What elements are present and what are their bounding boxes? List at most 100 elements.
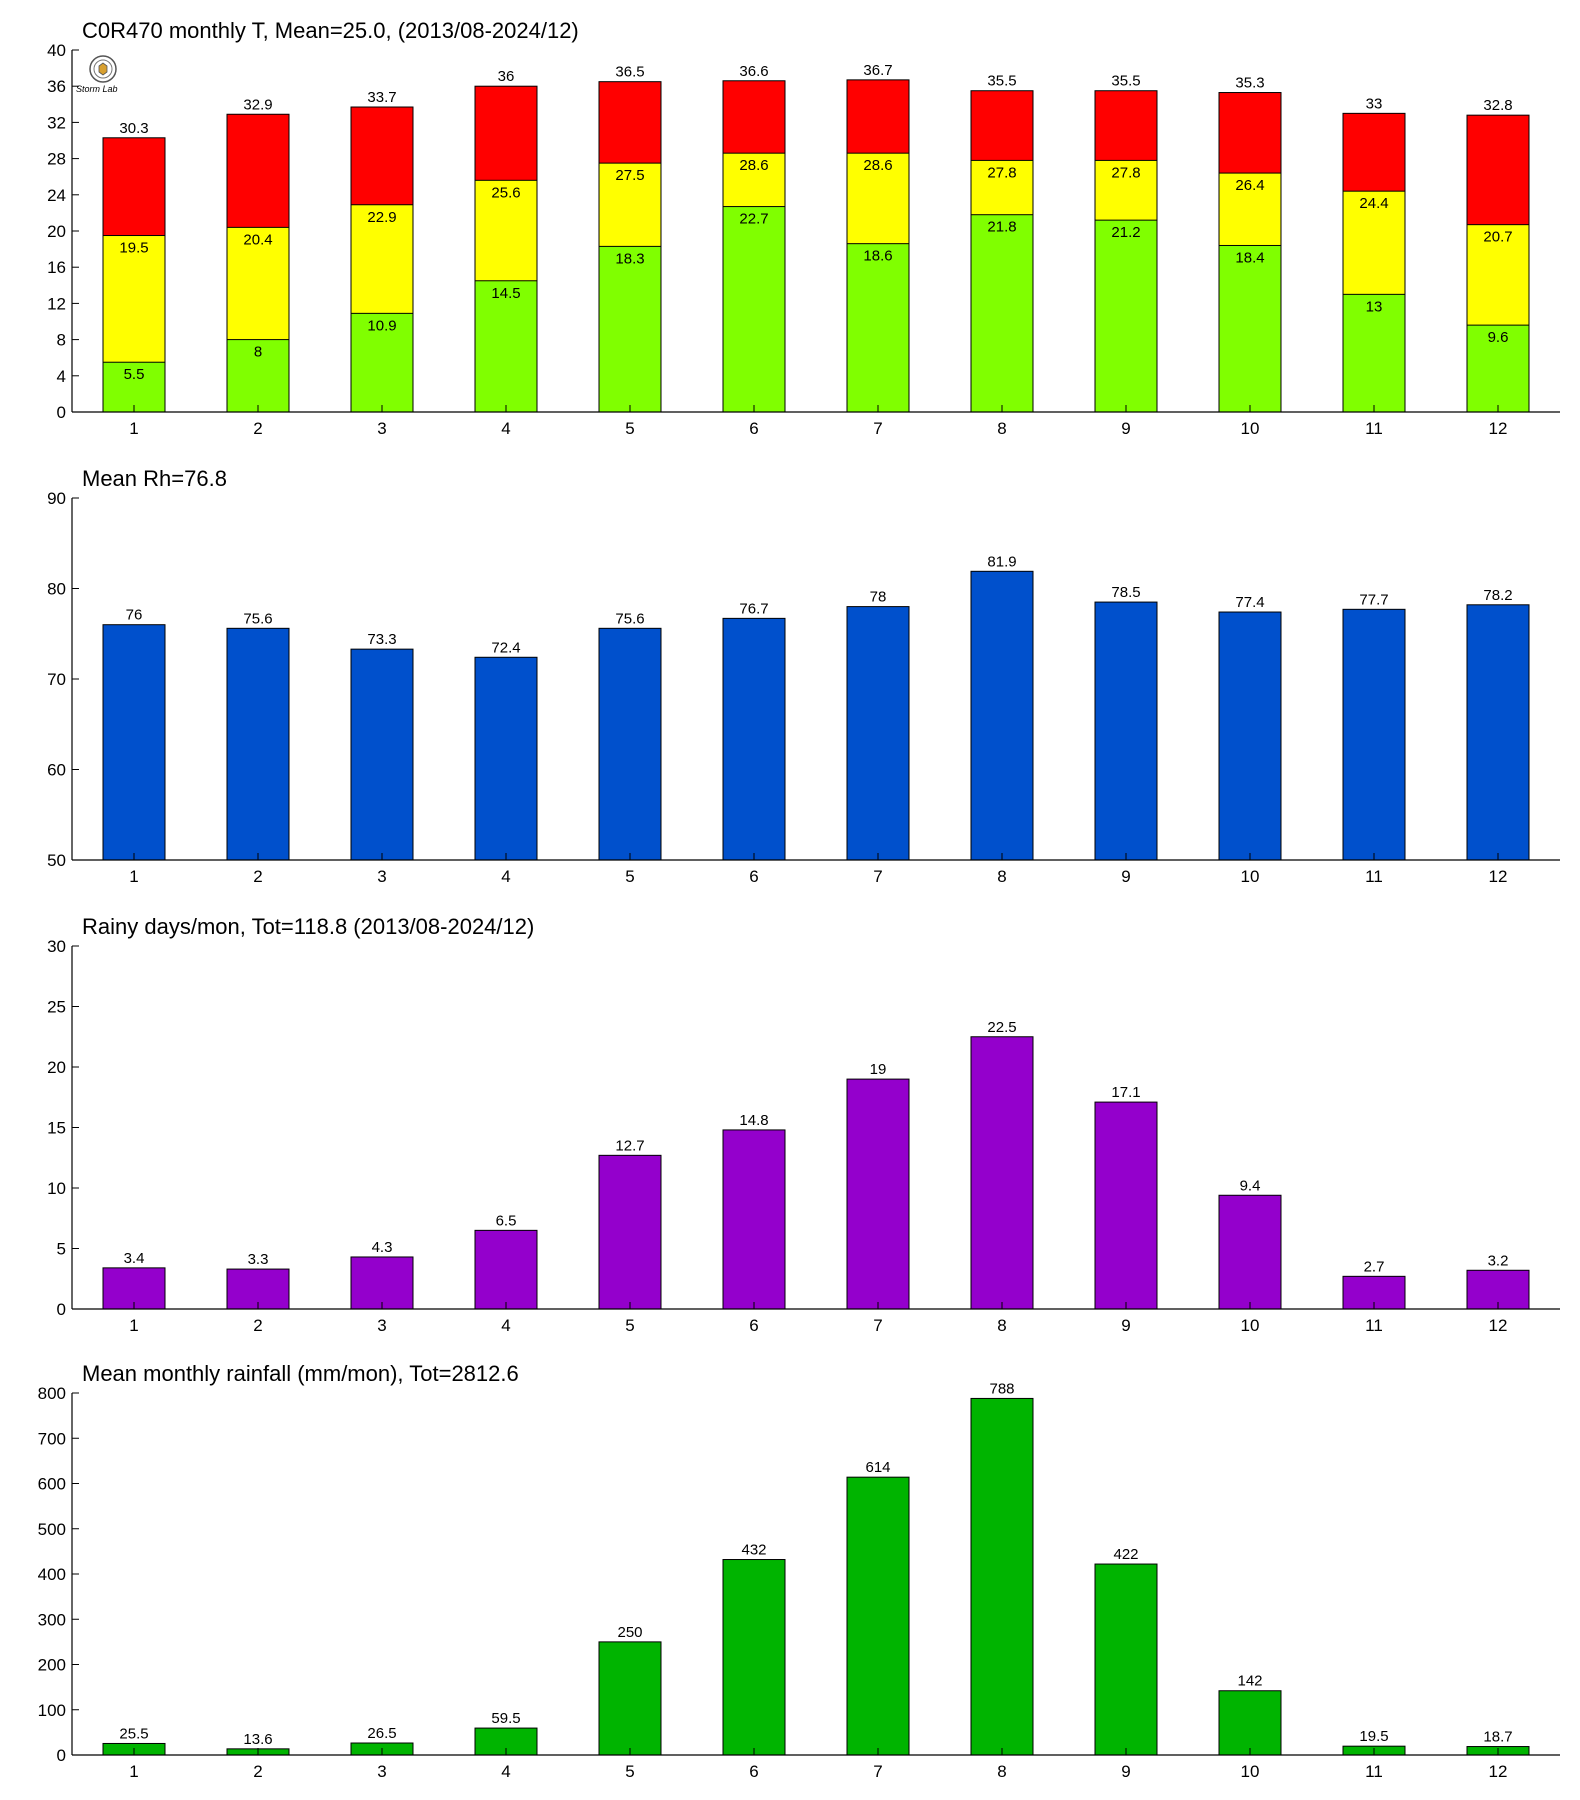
bar xyxy=(1466,604,1530,861)
y-tick-label: 15 xyxy=(47,1119,66,1138)
data-label: 35.5 xyxy=(1111,73,1140,90)
data-label: 25.6 xyxy=(491,184,520,201)
data-label: 13.6 xyxy=(243,1731,272,1748)
data-label: 18.6 xyxy=(863,248,892,265)
bar xyxy=(970,570,1034,861)
y-tick-label: 25 xyxy=(47,998,66,1017)
panel-title: Rainy days/mon, Tot=118.8 (2013/08-2024/… xyxy=(82,914,534,939)
y-tick-label: 8 xyxy=(57,331,66,350)
bar xyxy=(1094,601,1158,861)
y-tick-label: 500 xyxy=(38,1520,66,1539)
data-label: 78.2 xyxy=(1483,587,1512,604)
data-label: 432 xyxy=(741,1542,766,1559)
data-label: 19.5 xyxy=(1359,1728,1388,1745)
data-label: 32.9 xyxy=(243,96,272,113)
data-label: 9.6 xyxy=(1488,329,1509,346)
data-label: 21.2 xyxy=(1111,224,1140,241)
x-tick-label: 3 xyxy=(377,419,386,438)
panel-title: Mean monthly rainfall (mm/mon), Tot=2812… xyxy=(82,1361,519,1386)
bar xyxy=(846,1078,910,1310)
x-tick-label: 1 xyxy=(129,1762,138,1781)
data-label: 30.3 xyxy=(119,120,148,137)
data-label: 20.4 xyxy=(243,231,272,248)
data-label: 77.7 xyxy=(1359,591,1388,608)
y-tick-label: 5 xyxy=(57,1240,66,1259)
y-tick-label: 800 xyxy=(38,1384,66,1403)
x-tick-label: 2 xyxy=(253,419,262,438)
y-tick-label: 400 xyxy=(38,1565,66,1584)
y-tick-label: 90 xyxy=(47,489,66,508)
bar xyxy=(722,1559,786,1756)
x-tick-label: 6 xyxy=(749,867,758,886)
data-label: 75.6 xyxy=(243,610,272,627)
data-label: 18.7 xyxy=(1483,1729,1512,1746)
data-label: 28.6 xyxy=(739,157,768,174)
bar xyxy=(474,656,538,861)
data-label: 3.2 xyxy=(1488,1252,1509,1269)
bar xyxy=(474,1229,538,1310)
x-tick-label: 12 xyxy=(1489,867,1508,886)
data-label: 8 xyxy=(254,344,262,361)
data-label: 36.6 xyxy=(739,63,768,80)
data-label: 18.4 xyxy=(1235,249,1264,266)
data-label: 19 xyxy=(870,1061,887,1078)
bar xyxy=(1094,1101,1158,1310)
x-tick-label: 8 xyxy=(997,1762,1006,1781)
x-tick-label: 9 xyxy=(1121,1316,1130,1335)
data-label: 3.4 xyxy=(124,1250,145,1267)
y-tick-label: 700 xyxy=(38,1429,66,1448)
bar xyxy=(722,1129,786,1310)
x-tick-label: 11 xyxy=(1365,867,1383,886)
bar xyxy=(970,1397,1034,1756)
y-tick-label: 0 xyxy=(57,1746,66,1765)
bar xyxy=(474,280,538,413)
bar xyxy=(102,1267,166,1310)
x-tick-label: 7 xyxy=(873,419,882,438)
bar xyxy=(226,627,290,861)
bar xyxy=(350,312,414,413)
bar xyxy=(846,243,910,413)
x-tick-label: 4 xyxy=(501,1762,510,1781)
y-tick-label: 0 xyxy=(57,403,66,422)
x-tick-label: 7 xyxy=(873,1762,882,1781)
x-tick-label: 2 xyxy=(253,1762,262,1781)
y-tick-label: 20 xyxy=(47,222,66,241)
x-tick-label: 8 xyxy=(997,1316,1006,1335)
data-label: 78.5 xyxy=(1111,584,1140,601)
x-tick-label: 10 xyxy=(1241,1762,1260,1781)
x-tick-label: 2 xyxy=(253,867,262,886)
data-label: 59.5 xyxy=(491,1710,520,1727)
y-tick-label: 100 xyxy=(38,1701,66,1720)
data-label: 14.5 xyxy=(491,285,520,302)
data-label: 13 xyxy=(1366,298,1383,315)
data-label: 33 xyxy=(1366,95,1383,112)
y-tick-label: 24 xyxy=(47,186,66,205)
data-label: 22.5 xyxy=(987,1019,1016,1036)
data-label: 10.9 xyxy=(367,317,396,334)
data-label: 422 xyxy=(1113,1546,1138,1563)
data-label: 27.8 xyxy=(987,164,1016,181)
x-tick-label: 3 xyxy=(377,1316,386,1335)
x-tick-label: 10 xyxy=(1241,419,1260,438)
data-label: 76.7 xyxy=(739,600,768,617)
x-tick-label: 7 xyxy=(873,867,882,886)
data-label: 75.6 xyxy=(615,610,644,627)
bar xyxy=(350,1256,414,1310)
x-tick-label: 5 xyxy=(625,867,634,886)
data-label: 76 xyxy=(126,607,143,624)
x-tick-label: 4 xyxy=(501,1316,510,1335)
bar xyxy=(102,624,166,861)
panel-title: C0R470 monthly T, Mean=25.0, (2013/08-20… xyxy=(82,18,579,43)
data-label: 26.4 xyxy=(1235,177,1264,194)
x-tick-label: 4 xyxy=(501,419,510,438)
data-label: 36 xyxy=(498,68,515,85)
x-tick-label: 12 xyxy=(1489,1316,1508,1335)
x-tick-label: 3 xyxy=(377,867,386,886)
bar xyxy=(1218,611,1282,861)
data-label: 73.3 xyxy=(367,631,396,648)
data-label: 17.1 xyxy=(1111,1084,1140,1101)
y-tick-label: 10 xyxy=(47,1179,66,1198)
data-label: 19.5 xyxy=(119,240,148,257)
seal-icon xyxy=(89,55,117,83)
data-label: 20.7 xyxy=(1483,229,1512,246)
